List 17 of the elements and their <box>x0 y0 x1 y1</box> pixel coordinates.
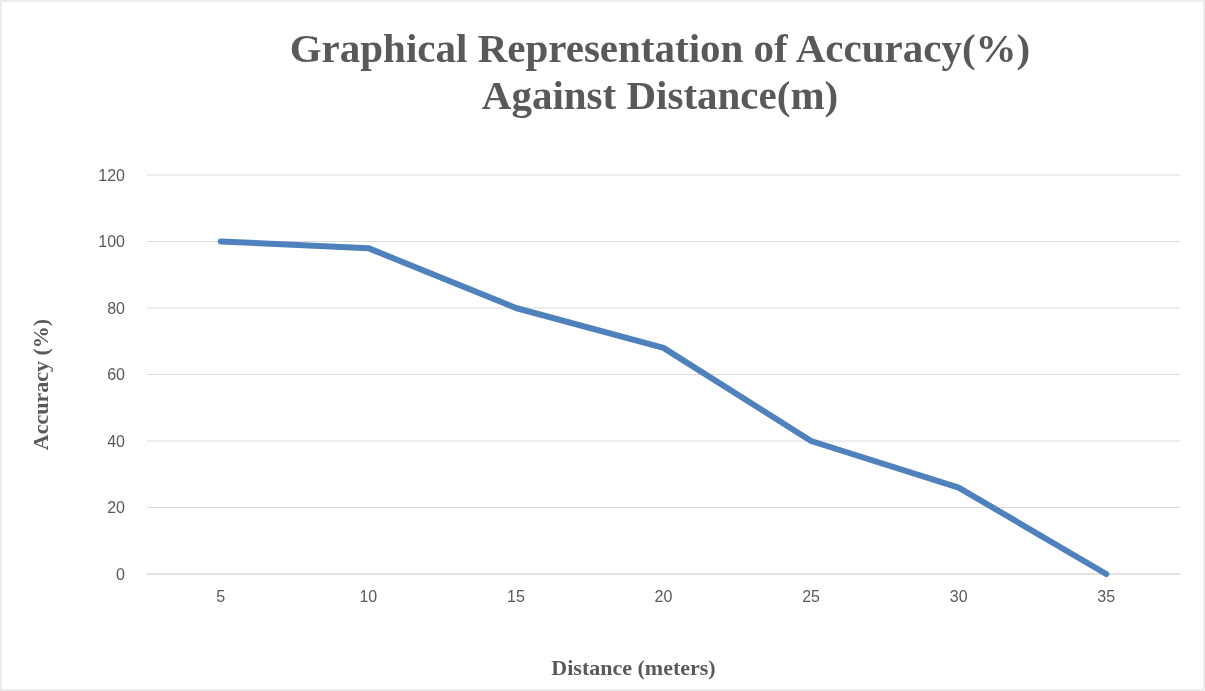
x-tick-label: 30 <box>949 588 968 605</box>
y-tick-label: 40 <box>107 432 126 450</box>
y-axis-title: Accuracy (%) <box>28 318 53 451</box>
x-tick-label: 15 <box>507 588 525 605</box>
y-tick-label: 120 <box>98 166 126 184</box>
y-tick-label: 60 <box>107 366 126 384</box>
y-tick-label: 80 <box>107 299 126 317</box>
y-tick-label: 100 <box>98 233 126 251</box>
y-tick-label: 0 <box>116 565 126 583</box>
x-tick-label: 20 <box>654 588 673 605</box>
x-tick-label: 5 <box>216 588 226 605</box>
x-axis-title: Distance (meters) <box>551 655 716 680</box>
x-tick-label: 25 <box>802 588 821 605</box>
x-tick-label: 35 <box>1097 588 1116 605</box>
y-tick-label: 20 <box>107 499 126 517</box>
chart-title: Graphical Representation of Accuracy(%) Against Distance(m) <box>289 25 1031 118</box>
x-tick-label: 10 <box>359 588 378 605</box>
